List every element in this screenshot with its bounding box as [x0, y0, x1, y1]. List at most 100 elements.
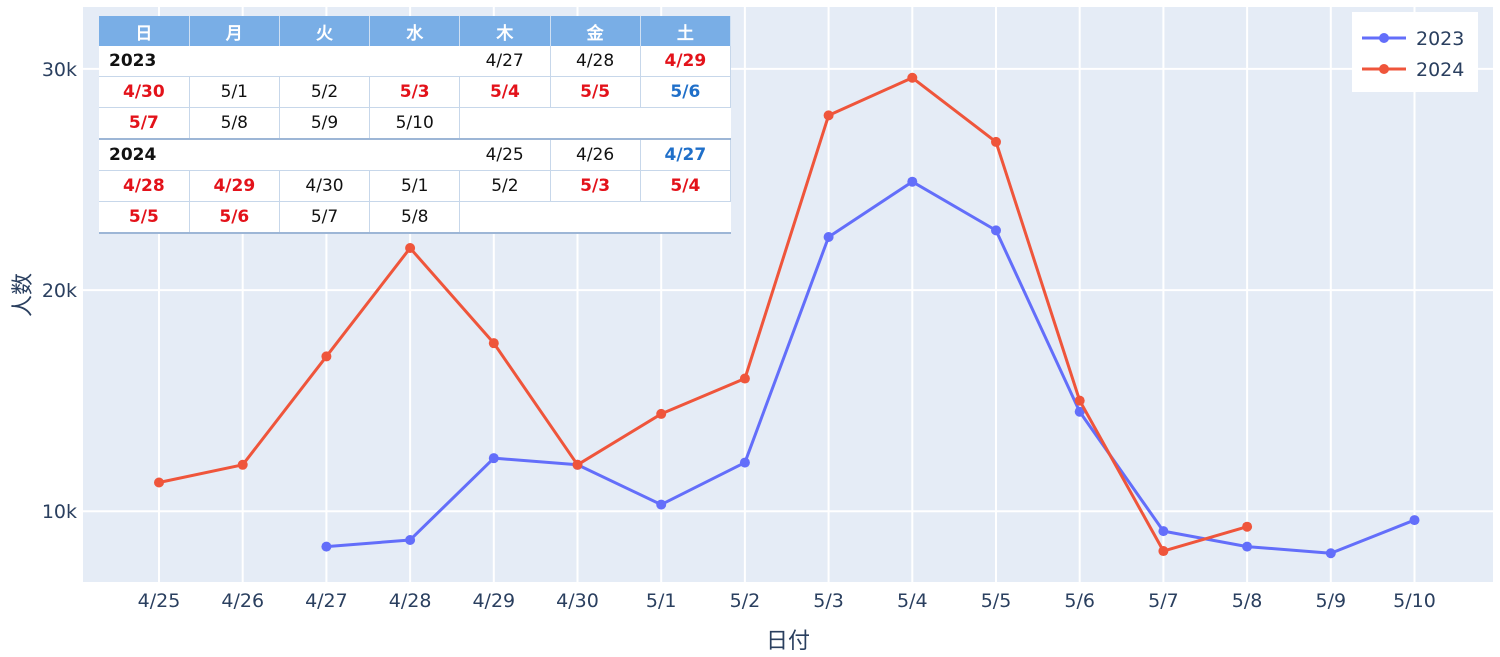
date-cell: 5/2: [279, 76, 371, 108]
data-point-2023: [488, 453, 499, 464]
data-point-2024: [405, 243, 416, 254]
date-cell: 5/8: [189, 107, 280, 140]
data-point-2023: [1242, 541, 1253, 552]
data-point-2024: [154, 477, 164, 488]
legend-item-2023[interactable]: 2023: [1362, 28, 1464, 50]
y-axis-ticks: 10k 20k 30k: [42, 59, 77, 523]
date-cell: 4/25: [459, 139, 551, 171]
data-point-2024: [656, 408, 667, 419]
data-point-2023: [823, 232, 834, 242]
date-cell: 4/30: [279, 170, 371, 202]
data-point-2024: [321, 351, 332, 362]
date-cell: 5/5: [99, 201, 190, 234]
data-point-2023: [405, 534, 416, 545]
legend-label: 2024: [1416, 59, 1464, 81]
y-tick-label: 30k: [42, 59, 77, 81]
legend: 2023 2024: [1352, 12, 1478, 92]
date-cell: 4/29: [640, 46, 732, 77]
year-label: 2024: [99, 139, 460, 171]
x-tick-label: 4/29: [472, 590, 515, 612]
date-cell: 5/9: [279, 107, 371, 140]
data-point-2024: [739, 373, 750, 384]
x-axis-title: 日付: [766, 629, 810, 654]
data-point-2024: [1074, 395, 1085, 406]
date-cell: 4/30: [99, 76, 190, 108]
date-cell: 5/1: [189, 76, 280, 108]
weekday-header: 月: [189, 16, 280, 46]
date-cell: 5/4: [640, 170, 732, 202]
calendar-year-row: 2024 4/25 4/26 4/27: [99, 139, 732, 171]
data-point-2023: [1409, 515, 1420, 526]
data-point-2024: [991, 136, 1001, 147]
y-tick-label: 20k: [42, 280, 77, 302]
y-tick-label: 10k: [42, 501, 77, 523]
empty-cell: [459, 201, 731, 234]
data-point-2023: [739, 457, 750, 468]
x-axis-ticks: 4/25 4/26 4/27 4/28 4/29 4/30 5/1 5/2 5/3 5/4 5/5 5…: [138, 590, 1436, 612]
data-point-2023: [656, 499, 667, 510]
data-point-2023: [1325, 548, 1336, 559]
data-point-2023: [321, 541, 332, 552]
calendar-week-row: 5/5 5/6 5/7 5/8: [99, 201, 731, 234]
x-tick-label: 5/2: [730, 590, 761, 612]
data-point-2024: [1158, 546, 1169, 557]
date-cell: 4/27: [640, 139, 732, 171]
date-cell: 5/7: [279, 201, 371, 234]
x-tick-label: 4/26: [221, 590, 264, 612]
data-point-2023: [1158, 526, 1169, 537]
weekday-header: 土: [640, 16, 732, 46]
year-label: 2023: [99, 46, 460, 77]
data-point-2024: [488, 338, 499, 349]
date-cell: 5/2: [459, 170, 551, 202]
data-point-2024: [572, 459, 583, 470]
x-tick-label: 5/1: [646, 590, 677, 612]
date-cell: 5/1: [369, 170, 461, 202]
weekday-header: 金: [550, 16, 641, 46]
x-tick-label: 4/28: [389, 590, 432, 612]
data-point-2023: [991, 225, 1001, 236]
weekday-header: 日: [99, 16, 190, 46]
date-cell: 5/8: [369, 201, 461, 234]
calendar-week-row: 4/30 5/1 5/2 5/3 5/4 5/5 5/6: [99, 76, 732, 108]
y-axis-title: 人数: [11, 273, 36, 317]
date-cell: 5/10: [369, 107, 461, 140]
date-cell: 5/6: [189, 201, 280, 234]
x-tick-label: 5/7: [1148, 590, 1179, 612]
series-group: [154, 72, 1420, 559]
calendar-year-row: 2023 4/27 4/28 4/29: [99, 46, 732, 77]
x-tick-label: 5/9: [1316, 590, 1347, 612]
x-tick-label: 5/4: [897, 590, 928, 612]
data-point-2024: [1242, 521, 1253, 532]
empty-cell: [459, 107, 731, 140]
weekday-header: 火: [279, 16, 371, 46]
date-cell: 5/6: [640, 76, 732, 108]
date-cell: 4/27: [459, 46, 551, 77]
legend-label: 2023: [1416, 28, 1464, 50]
data-point-2024: [823, 110, 834, 121]
date-cell: 5/7: [99, 107, 190, 140]
calendar-week-row: 4/28 4/29 4/30 5/1 5/2 5/3 5/4: [99, 170, 732, 202]
calendar-header-row: 日月火水木金土: [99, 16, 732, 46]
x-tick-label: 4/30: [556, 590, 599, 612]
date-cell: 4/26: [550, 139, 641, 171]
data-point-2024: [237, 459, 248, 470]
data-point-2023: [1074, 406, 1085, 417]
data-point-2024: [907, 72, 918, 83]
x-tick-label: 5/6: [1064, 590, 1095, 612]
weekday-header: 木: [459, 16, 551, 46]
date-cell: 4/28: [99, 170, 190, 202]
data-point-2023: [907, 176, 918, 187]
x-tick-label: 5/5: [981, 590, 1012, 612]
series-line-2023: [326, 180, 1416, 555]
date-cell: 5/5: [550, 76, 641, 108]
x-tick-label: 4/27: [305, 590, 348, 612]
weekday-header: 水: [369, 16, 461, 46]
calendar-week-row: 5/7 5/8 5/9 5/10: [99, 107, 731, 140]
calendar-table: 日月火水木金土 2023 4/27 4/28 4/29 4/30 5/1 5/2 5/3 5/4…: [99, 16, 732, 234]
x-tick-label: 5/10: [1393, 590, 1436, 612]
legend-item-2024[interactable]: 2024: [1362, 59, 1464, 81]
legend-marker: [1379, 64, 1389, 74]
date-cell: 5/4: [459, 76, 551, 108]
series-line-2024: [158, 76, 1248, 553]
date-cell: 4/29: [189, 170, 280, 202]
